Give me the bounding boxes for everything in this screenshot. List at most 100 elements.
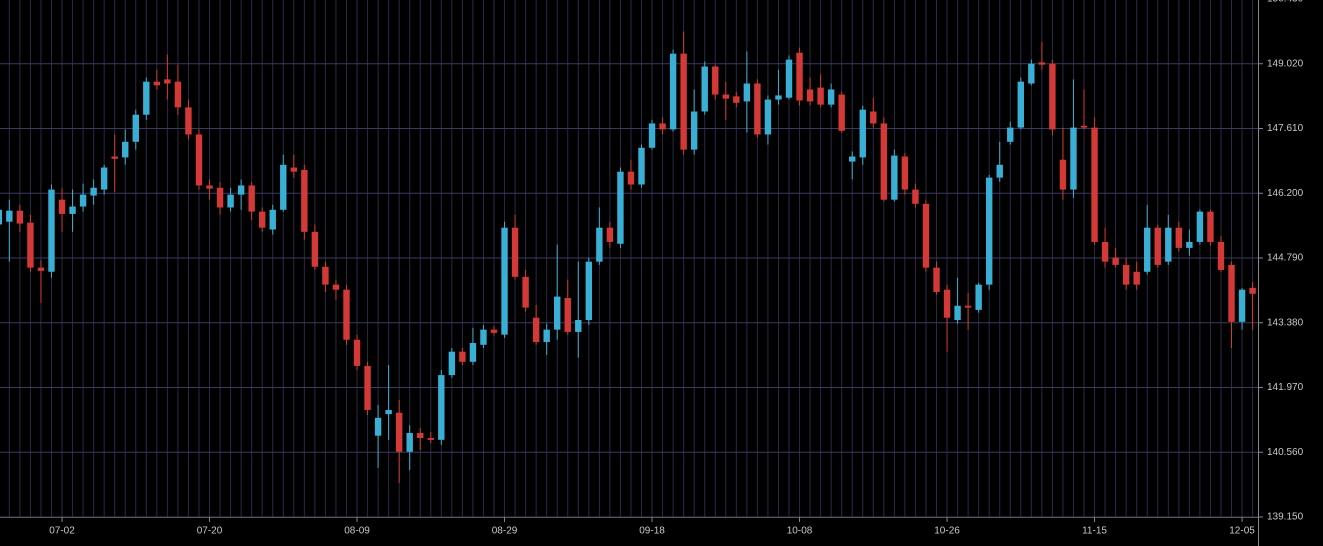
candle-body — [490, 329, 498, 333]
candle-body — [796, 52, 803, 101]
y-tick-label: 141.970 — [1267, 382, 1304, 393]
candle-body — [469, 342, 477, 362]
y-tick-label: 146.200 — [1267, 188, 1304, 199]
candle-body — [1038, 62, 1046, 65]
candle-body — [743, 83, 751, 102]
candle-body — [280, 164, 287, 210]
candle-body — [206, 185, 213, 189]
y-tick-label: 143.380 — [1267, 317, 1304, 328]
candle-body — [554, 296, 561, 330]
x-tick-label: 09-18 — [639, 526, 665, 537]
candle-body — [827, 89, 835, 105]
candle-body — [259, 211, 266, 228]
x-tick-label: 11-15 — [1082, 526, 1107, 537]
candle-body — [785, 59, 793, 98]
candle-body — [575, 319, 582, 332]
candle-body — [406, 432, 413, 452]
candle-body — [48, 189, 55, 272]
candle-body — [311, 231, 319, 267]
candle-body — [638, 147, 645, 185]
candle-body — [385, 410, 392, 415]
candle-body — [1175, 227, 1183, 248]
candle-body — [0, 209, 2, 225]
candle-body — [1217, 241, 1225, 270]
candle-body — [79, 194, 87, 207]
candle-body — [143, 81, 150, 115]
candle-body — [164, 79, 171, 84]
candle-body — [1091, 127, 1098, 242]
candle-body — [933, 267, 940, 292]
candle-body — [627, 171, 635, 185]
candle-body — [332, 284, 340, 290]
candle-body — [374, 417, 382, 436]
candle-body — [680, 53, 687, 150]
candle-body — [417, 432, 424, 439]
x-tick-label: 10-08 — [787, 526, 813, 537]
x-tick-label: 08-09 — [344, 526, 370, 537]
candle-body — [1133, 271, 1140, 285]
y-tick-label: 144.790 — [1267, 253, 1304, 264]
candle-body — [122, 141, 129, 158]
candle-body — [1144, 227, 1151, 272]
candle-body — [480, 329, 487, 345]
candle-body — [290, 167, 298, 172]
candle-body — [322, 266, 329, 285]
candle-body — [90, 187, 97, 196]
candle-body — [1154, 227, 1161, 265]
candle-body — [237, 185, 245, 195]
candle-body — [269, 209, 276, 230]
candle-body — [153, 81, 161, 86]
y-tick-label: 150.430 — [1267, 0, 1304, 5]
candle-body — [1080, 125, 1088, 128]
candle-body — [975, 284, 982, 310]
x-tick-label: 08-29 — [492, 526, 518, 537]
candle-body — [617, 171, 624, 244]
y-tick-label: 140.560 — [1267, 447, 1304, 458]
candle-body — [754, 83, 761, 135]
candle-body — [712, 66, 719, 95]
candle-body — [701, 66, 708, 112]
x-tick-label: 10-26 — [934, 526, 960, 537]
candle-body — [174, 81, 182, 108]
candle-body — [69, 206, 76, 214]
candle-body — [912, 189, 919, 204]
candle-body — [849, 156, 856, 162]
candle-body — [6, 210, 13, 222]
y-tick-label: 149.020 — [1267, 58, 1304, 69]
candle-body — [227, 194, 234, 208]
candle-body — [1207, 211, 1214, 242]
candle-body — [1122, 264, 1130, 285]
candle-body — [1238, 289, 1246, 322]
candle-body — [1017, 81, 1024, 128]
candle-body — [37, 267, 45, 271]
candle-body — [27, 222, 34, 268]
candle-body — [901, 156, 909, 190]
candle-body — [564, 297, 571, 332]
candle-body — [817, 87, 824, 105]
candle-body — [343, 289, 350, 340]
candle-body — [427, 438, 434, 440]
candle-body — [511, 227, 519, 277]
candle-body — [132, 114, 139, 142]
candle-body — [1196, 211, 1204, 242]
candle-body — [1228, 264, 1235, 322]
y-tick-label: 147.610 — [1267, 123, 1304, 134]
candle-body — [522, 276, 529, 308]
candle-body — [1249, 287, 1256, 294]
candle-body — [1101, 241, 1109, 262]
candle-body — [870, 111, 877, 124]
candle-body — [733, 96, 740, 103]
candle-body — [532, 317, 540, 343]
candle-body — [880, 123, 888, 200]
candle-body — [764, 99, 772, 135]
candle-body — [596, 227, 603, 262]
candle-body — [806, 89, 814, 102]
candle-body — [1049, 63, 1056, 130]
candle-body — [1112, 257, 1119, 265]
candle-body — [353, 339, 361, 366]
candle-body — [964, 305, 972, 308]
x-tick-label: 07-02 — [49, 526, 75, 537]
candle-body — [100, 167, 108, 190]
candle-body — [690, 111, 698, 150]
